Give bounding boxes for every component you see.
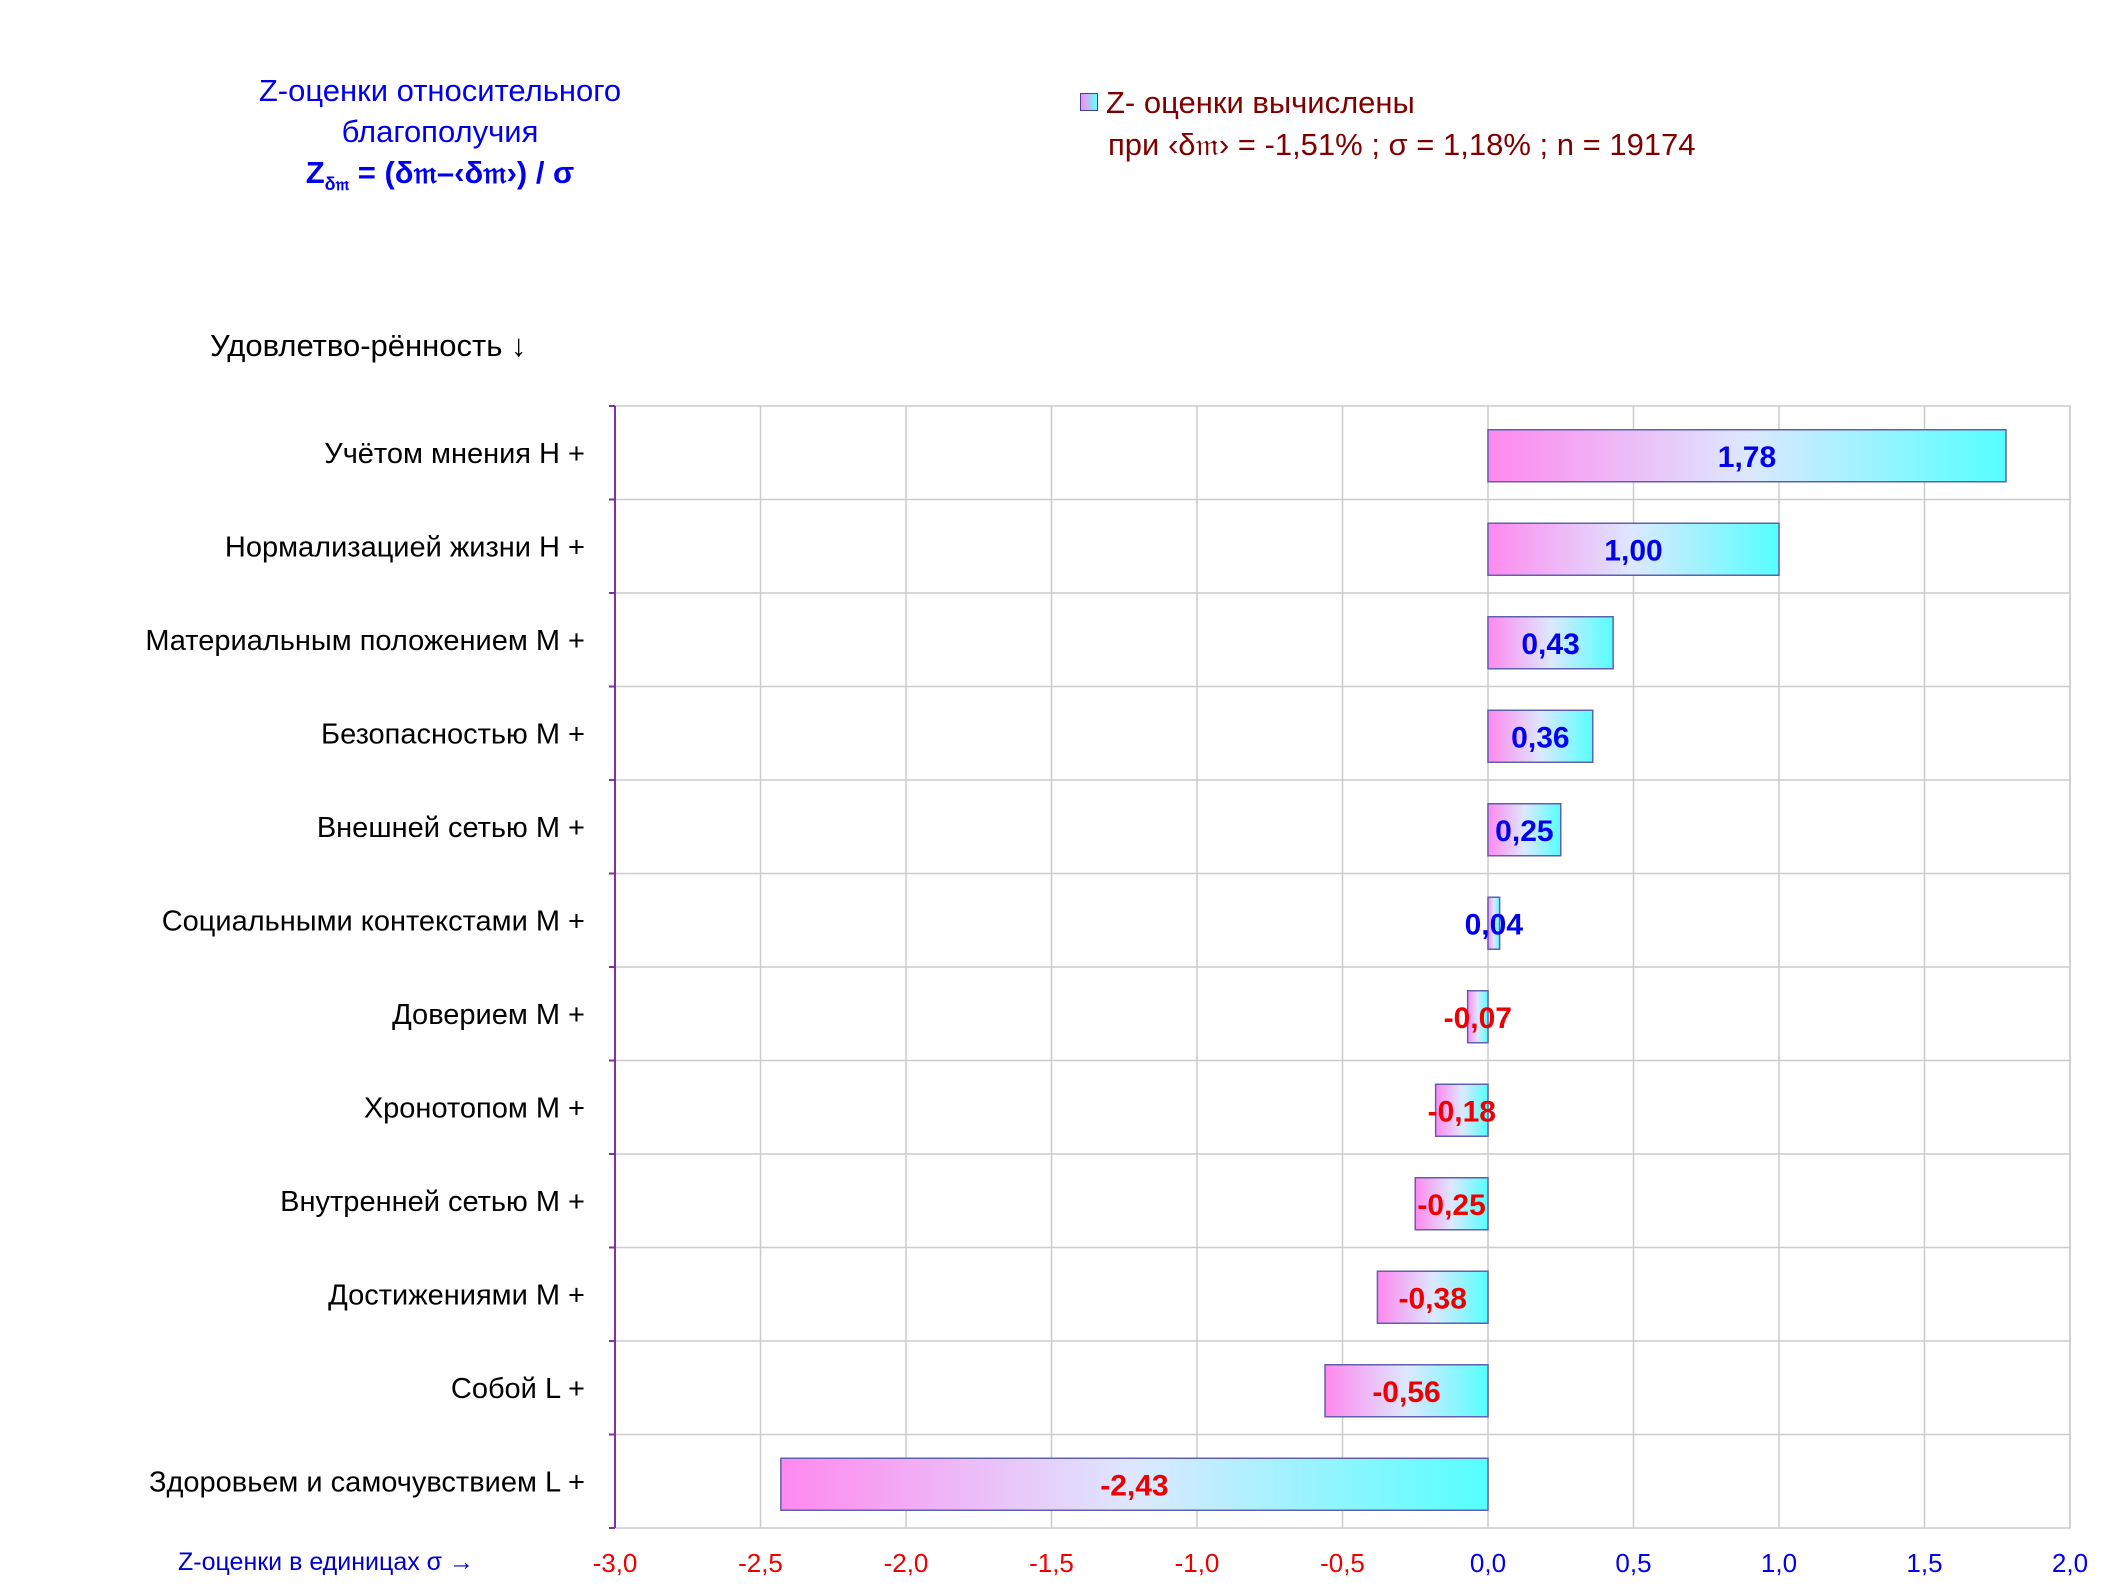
title-line-1: Z-оценки относительного (258, 73, 622, 108)
x-tick-label: 0,0 (1470, 1548, 1506, 1578)
formula-z: Z (305, 155, 325, 190)
bar-value-label: -0,18 (1428, 1095, 1496, 1128)
grid-layer (614, 405, 2071, 1529)
category-label: Доверием М + (392, 999, 585, 1031)
bar (1414, 1177, 1489, 1231)
bar-value-label: 0,36 (1511, 721, 1569, 754)
bar-value-label: 0,25 (1495, 815, 1553, 848)
bar-value-label: -0,25 (1417, 1189, 1485, 1222)
category-label: Здоровьем и самочувствием L + (149, 1466, 585, 1498)
formula-rest: = (δ𝔪–‹δ𝔪›) / σ (349, 155, 575, 190)
bar-value-label: -2,43 (1100, 1469, 1168, 1502)
title-line-2: благополучия (341, 114, 539, 149)
x-tick-label: 2,0 (2052, 1548, 2088, 1578)
legend-series-label: Z- оценки вычислены (1106, 85, 1415, 120)
legend-swatch-icon (1080, 92, 1098, 111)
chart-legend: Z- оценки вычислены при ‹δ𝔪› = -1,51% ; … (1080, 82, 1696, 166)
bar (1487, 896, 1501, 950)
x-axis-caption: Z-оценки в единицах σ → (178, 1548, 475, 1576)
formula-subscript: δ𝔪 (324, 174, 350, 195)
bar (780, 1457, 1489, 1511)
bar-value-label: -0,56 (1372, 1376, 1440, 1409)
x-tick-label: 1,0 (1761, 1548, 1797, 1578)
category-label: Достижениями М + (328, 1279, 585, 1311)
bar-value-label: 1,00 (1604, 534, 1662, 567)
bar-value-label: 1,78 (1718, 441, 1776, 474)
category-label: Социальными контекстами М + (162, 905, 585, 937)
x-tick-label: 1,5 (1906, 1548, 1942, 1578)
bar (1376, 1270, 1489, 1324)
chart-title: Z-оценки относительного благополучия Zδ𝔪… (120, 70, 760, 205)
category-label: Нормализацией жизни Н + (225, 531, 585, 563)
bar (1466, 990, 1489, 1044)
bar (1487, 429, 2007, 483)
legend-line-2: при ‹δ𝔪› = -1,51% ; σ = 1,18% ; n = 1917… (1108, 127, 1696, 162)
bar (1324, 1364, 1489, 1418)
category-label: Учётом мнения Н + (324, 438, 585, 470)
bar (1487, 522, 1780, 576)
bar-layer (780, 429, 2007, 1511)
bar (1487, 709, 1594, 763)
label-layer: -3,0 -2,5 -2,0 -1,5 -1,0 -0,5 0,0 0,5 1,0 1,5 2,0 У… (145, 438, 2088, 1578)
bar (1434, 1083, 1489, 1137)
bar (1487, 803, 1562, 857)
x-tick-label: -2,0 (884, 1548, 929, 1578)
legend-line-1: Z- оценки вычислены (1080, 82, 1696, 124)
title-formula: Zδ𝔪 = (δ𝔪–‹δ𝔪›) / σ (120, 152, 760, 205)
category-label: Материальным положением М + (145, 625, 585, 657)
bar-value-label: 0,43 (1521, 628, 1579, 661)
bar-value-label: -0,38 (1399, 1282, 1467, 1315)
bar-value-label: 0,04 (1465, 908, 1524, 941)
axis-layer (609, 405, 616, 1529)
x-tick-label: -3,0 (593, 1548, 638, 1578)
x-tick-label: -0,5 (1320, 1548, 1365, 1578)
bar-value-label: -0,07 (1444, 1002, 1512, 1035)
category-label: Безопасностью М + (321, 718, 585, 750)
x-tick-label: -1,5 (1029, 1548, 1074, 1578)
x-tick-label: -1,0 (1175, 1548, 1220, 1578)
bar (1487, 616, 1614, 670)
category-label: Хронотопом М + (364, 1092, 585, 1124)
x-tick-label: 0,5 (1615, 1548, 1651, 1578)
category-label: Собой L + (451, 1373, 585, 1405)
x-tick-label: -2,5 (738, 1548, 783, 1578)
category-label: Внешней сетью М + (317, 812, 585, 844)
category-axis-header: Удовлетво-рённость ↓ (210, 328, 527, 363)
category-label: Внутренней сетью М + (280, 1186, 585, 1218)
